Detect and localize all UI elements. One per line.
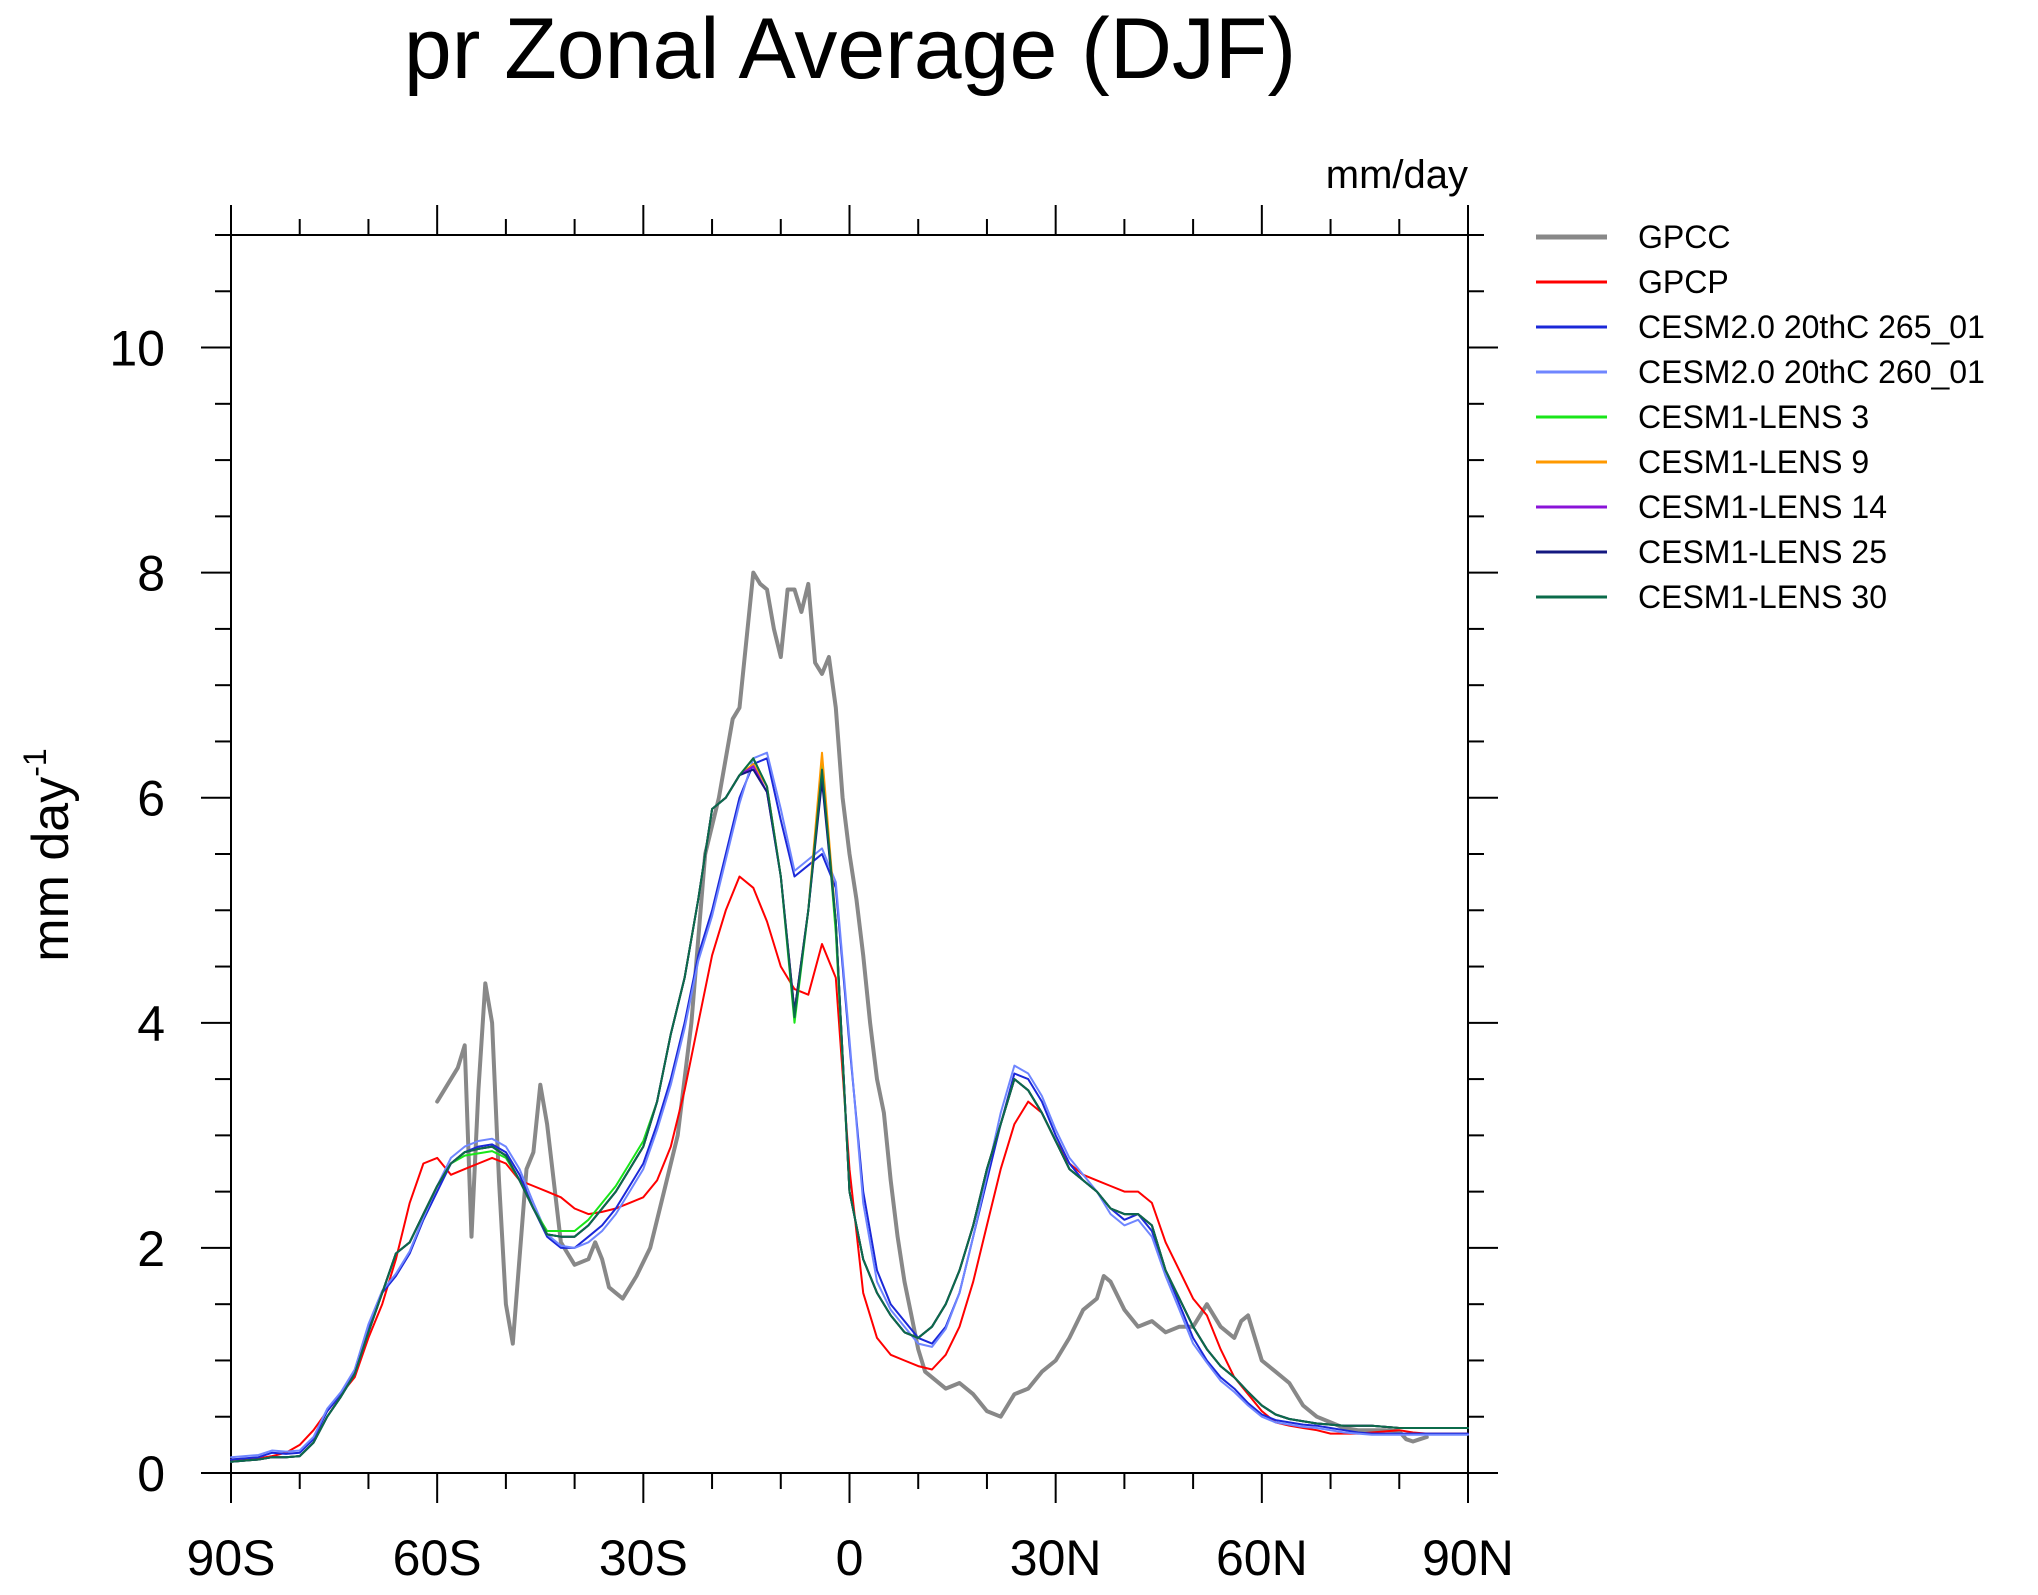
legend: GPCC GPCP CESM2.0 20thC 265_01 CESM2.0 20th… bbox=[1536, 219, 1985, 615]
series-line-cesm1-lens-25 bbox=[230, 768, 1469, 1463]
x-tick-label: 0 bbox=[836, 1530, 864, 1586]
legend-label-cesm2-0-20thc-265-01: CESM2.0 20thC 265_01 bbox=[1638, 309, 1985, 345]
series-line-gpcc bbox=[435, 570, 1429, 1444]
series-line-gpcp bbox=[230, 875, 1469, 1461]
x-tick-label: 90S bbox=[187, 1530, 276, 1586]
series-line-cesm1-lens-30 bbox=[230, 757, 1469, 1463]
axes bbox=[201, 205, 1498, 1503]
legend-label-gpcc: GPCC bbox=[1638, 219, 1730, 255]
legend-label-cesm1-lens-9: CESM1-LENS 9 bbox=[1638, 444, 1869, 480]
y-axis-label-superscript: -1 bbox=[17, 748, 53, 776]
legend-label-gpcp: GPCP bbox=[1638, 264, 1729, 300]
y-tick-label: 10 bbox=[109, 321, 165, 377]
svg-text:mm day-1: mm day-1 bbox=[17, 748, 80, 961]
series-line-cesm1-lens-14 bbox=[230, 765, 1469, 1463]
y-tick-label: 8 bbox=[137, 546, 165, 602]
y-axis-label: mm day-1 bbox=[17, 748, 80, 961]
tick-labels: 90S 60S 30S 0 30N 60N 90N 0 2 4 6 8 10 bbox=[109, 321, 1513, 1586]
legend-label-cesm2-0-20thc-260-01: CESM2.0 20thC 260_01 bbox=[1638, 354, 1985, 390]
legend-label-cesm1-lens-25: CESM1-LENS 25 bbox=[1638, 534, 1887, 570]
series-lines bbox=[230, 570, 1469, 1463]
y-tick-label: 2 bbox=[137, 1221, 165, 1277]
y-axis-label-text: mm day bbox=[22, 777, 80, 962]
legend-label-cesm1-lens-14: CESM1-LENS 14 bbox=[1638, 489, 1887, 525]
x-tick-label: 30N bbox=[1010, 1530, 1102, 1586]
y-tick-label: 4 bbox=[137, 996, 165, 1052]
legend-label-cesm1-lens-3: CESM1-LENS 3 bbox=[1638, 399, 1869, 435]
x-tick-label: 60S bbox=[393, 1530, 482, 1586]
x-tick-label: 90N bbox=[1422, 1530, 1514, 1586]
x-tick-label: 60N bbox=[1216, 1530, 1308, 1586]
x-tick-label: 30S bbox=[599, 1530, 688, 1586]
units-label: mm/day bbox=[1326, 153, 1468, 197]
y-tick-label: 0 bbox=[137, 1446, 165, 1502]
chart-title: pr Zonal Average (DJF) bbox=[404, 1, 1296, 97]
y-tick-label: 6 bbox=[137, 771, 165, 827]
series-line-cesm2-0-20thc-260-01 bbox=[230, 751, 1469, 1459]
legend-label-cesm1-lens-30: CESM1-LENS 30 bbox=[1638, 579, 1887, 615]
